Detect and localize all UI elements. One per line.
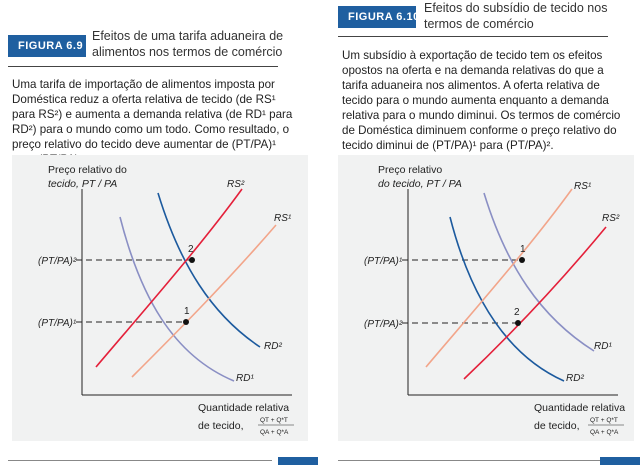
y-axis-label-line2: do tecido, PT / PA xyxy=(378,178,462,190)
x-fraction-numerator: QT + Q*T xyxy=(590,417,618,424)
right-footer-line xyxy=(338,460,600,461)
left-footer-bar xyxy=(278,457,318,465)
x-fraction-denominator: QA + Q*A xyxy=(260,429,289,436)
figure-caption: Um subsídio à exportação de tecido tem o… xyxy=(342,49,621,152)
curve-label-rs1: RS¹ xyxy=(274,213,292,224)
curve-rs1 xyxy=(425,188,573,368)
curve-rd2 xyxy=(449,216,565,382)
curve-label-rs1: RS¹ xyxy=(574,181,592,192)
price-label-high: (PT/PA)¹ xyxy=(364,256,403,267)
y-axis-label-line2: tecido, PT / PA xyxy=(48,178,117,190)
equilibrium-point-1 xyxy=(183,319,189,325)
equilibrium-point-2 xyxy=(189,257,195,263)
figure-badge: FIGURA 6.9 xyxy=(8,35,86,57)
title-rule xyxy=(338,36,608,37)
curve-label-rd2: RD² xyxy=(264,341,282,352)
figure-badge: FIGURA 6.10 xyxy=(338,6,419,28)
title-rule xyxy=(8,66,278,67)
price-label-high: (PT/PA)² xyxy=(38,256,77,267)
left-footer-line xyxy=(8,460,272,461)
equilibrium-point-1 xyxy=(519,257,525,263)
curve-rs2 xyxy=(463,226,607,380)
curve-rs2 xyxy=(95,188,243,368)
curve-label-rd1: RD¹ xyxy=(594,341,612,352)
curve-rd1 xyxy=(119,216,235,382)
diagram-area: Preço relativo do tecido, PT / PA (PT/PA… xyxy=(12,155,308,441)
figure-caption: Uma tarifa de importação de alimentos im… xyxy=(12,78,293,166)
curve-label-rd1: RD¹ xyxy=(236,373,254,384)
y-axis-label-line1: Preço relativo xyxy=(378,164,442,176)
x-axis-label-line2: de tecido, xyxy=(198,420,244,432)
point-label-1: 1 xyxy=(184,306,190,317)
point-label-2: 2 xyxy=(514,307,520,318)
right-footer-bar xyxy=(600,457,640,465)
x-fraction-numerator: QT + Q*T xyxy=(260,417,288,424)
equilibrium-point-2 xyxy=(515,320,521,326)
curve-label-rd2: RD² xyxy=(566,373,584,384)
figure-title: Efeitos do subsídio de tecido nos termos… xyxy=(424,1,608,31)
terms-of-trade-diagram: Preço relativo do tecido, PT / PA (PT/PA… xyxy=(38,164,294,436)
x-fraction-denominator: QA + Q*A xyxy=(590,429,619,436)
curve-label-rs2: RS² xyxy=(602,213,620,224)
point-label-2: 2 xyxy=(188,244,194,255)
figure-6-9-panel: FIGURA 6.9 Efeitos de uma tarifa aduanei… xyxy=(8,0,308,465)
price-label-low: (PT/PA)¹ xyxy=(38,318,77,329)
x-axis-label-line1: Quantidade relativa xyxy=(534,402,625,414)
x-axis-label-line1: Quantidade relativa xyxy=(198,402,289,414)
figure-title: Efeitos de uma tarifa aduaneira de alime… xyxy=(92,29,284,59)
price-label-low: (PT/PA)² xyxy=(364,319,403,330)
diagram-area: Preço relativo do tecido, PT / PA (PT/PA… xyxy=(338,155,634,441)
curve-rs1 xyxy=(131,224,277,378)
curve-rd2 xyxy=(157,192,261,348)
terms-of-trade-diagram: Preço relativo do tecido, PT / PA (PT/PA… xyxy=(364,164,625,436)
curve-label-rs2: RS² xyxy=(227,179,245,190)
x-axis-label-line2: de tecido, xyxy=(534,420,580,432)
curve-rd1 xyxy=(483,192,595,352)
figure-6-10-panel: FIGURA 6.10 Efeitos do subsídio de tecid… xyxy=(338,0,638,465)
y-axis-label-line1: Preço relativo do xyxy=(48,164,127,176)
point-label-1: 1 xyxy=(520,244,526,255)
